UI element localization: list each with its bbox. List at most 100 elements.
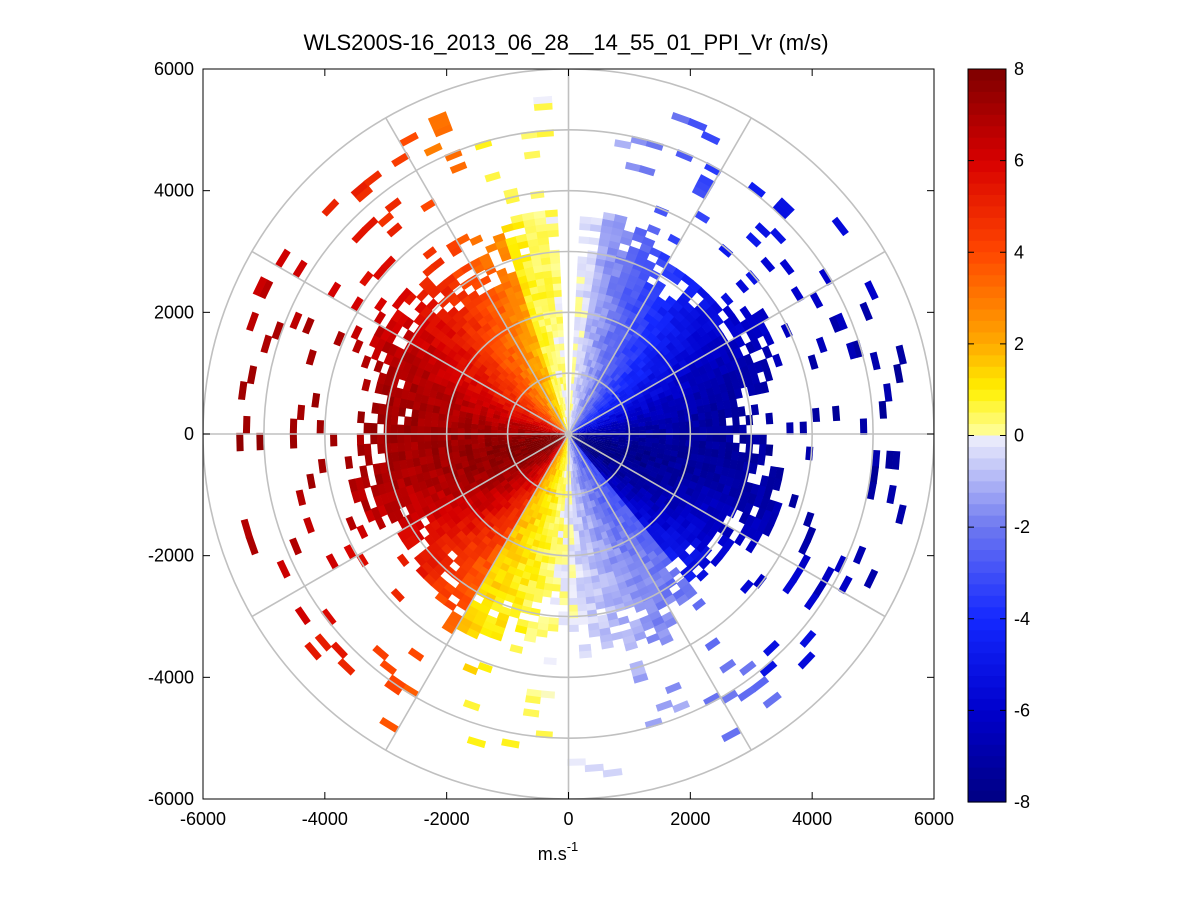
velocity-cell: [690, 537, 702, 550]
velocity-cell: [363, 443, 372, 456]
velocity-cell: [699, 389, 709, 399]
velocity-cell: [650, 415, 659, 422]
velocity-cell: [716, 345, 728, 357]
velocity-cell: [578, 437, 586, 441]
velocity-cell: [535, 402, 543, 410]
velocity-cell: [614, 501, 623, 511]
velocity-cell: [569, 423, 572, 431]
velocity-cell: [893, 363, 904, 384]
velocity-cell: [542, 478, 548, 487]
velocity-cell: [554, 413, 560, 421]
velocity-cell: [600, 364, 608, 374]
velocity-cell: [458, 473, 468, 482]
velocity-cell: [527, 447, 535, 452]
velocity-cell: [544, 431, 552, 434]
velocity-cell: [513, 413, 522, 419]
velocity-cell: [701, 333, 713, 346]
velocity-cell: [631, 232, 646, 244]
velocity-cell: [576, 510, 582, 518]
velocity-cell: [535, 223, 548, 233]
velocity-cell: [492, 380, 501, 389]
velocity-cell: [350, 325, 363, 340]
velocity-cell: [598, 408, 606, 414]
velocity-cell: [735, 279, 750, 294]
velocity-cell: [474, 609, 488, 622]
velocity-cell: [518, 555, 529, 566]
velocity-cell: [538, 451, 545, 458]
velocity-cell: [389, 355, 401, 368]
colorbar-swatch: [968, 515, 1006, 528]
velocity-cell: [507, 496, 516, 505]
velocity-cell: [691, 413, 700, 422]
velocity-cell: [568, 504, 573, 512]
velocity-cell: [572, 450, 576, 458]
velocity-cell: [692, 434, 700, 442]
velocity-cell: [718, 383, 728, 394]
velocity-cell: [578, 236, 590, 245]
velocity-cell: [542, 406, 549, 413]
velocity-cell: [485, 416, 493, 422]
velocity-cell: [512, 446, 521, 452]
velocity-cell: [651, 593, 665, 605]
velocity-cell: [650, 377, 660, 386]
velocity-cell: [548, 419, 555, 425]
velocity-cell: [571, 410, 574, 418]
velocity-cell: [497, 372, 507, 382]
velocity-cell: [538, 461, 546, 469]
velocity-cell: [511, 360, 520, 369]
velocity-cell: [603, 374, 611, 383]
velocity-cell: [473, 386, 482, 395]
velocity-cell: [417, 409, 426, 419]
velocity-cell: [544, 283, 554, 292]
velocity-cell: [566, 423, 568, 431]
velocity-cell: [511, 491, 520, 500]
velocity-cell: [661, 401, 670, 410]
velocity-cell: [701, 534, 713, 547]
velocity-cell: [401, 537, 414, 551]
velocity-cell: [607, 397, 616, 405]
velocity-cell: [611, 479, 619, 487]
velocity-cell: [538, 437, 546, 441]
velocity-cell: [537, 450, 544, 456]
velocity-cell: [605, 406, 613, 413]
velocity-cell: [560, 450, 565, 458]
velocity-cell: [457, 422, 465, 429]
velocity-cell: [370, 506, 382, 520]
velocity-cell: [526, 620, 539, 630]
velocity-cell: [546, 563, 555, 572]
velocity-cell: [470, 577, 483, 589]
velocity-cell: [594, 264, 605, 274]
velocity-cell: [629, 361, 638, 371]
velocity-cell: [551, 434, 559, 436]
velocity-cell: [556, 503, 562, 512]
velocity-cell: [575, 303, 583, 311]
velocity-cell: [705, 387, 715, 398]
velocity-cell: [467, 566, 479, 578]
velocity-cell: [625, 358, 635, 367]
velocity-cell: [579, 222, 592, 231]
velocity-cell: [605, 483, 614, 492]
velocity-cell: [383, 442, 392, 454]
velocity-cell: [739, 434, 747, 444]
velocity-cell: [551, 530, 559, 538]
velocity-cell: [370, 422, 378, 434]
velocity-cell: [592, 451, 599, 458]
velocity-cell: [578, 643, 592, 652]
velocity-cell: [516, 562, 526, 572]
velocity-cell: [657, 448, 666, 455]
velocity-cell: [418, 376, 428, 388]
velocity-cell: [565, 444, 568, 452]
velocity-cell: [420, 394, 430, 405]
velocity-cell: [717, 409, 726, 419]
velocity-cell: [530, 463, 538, 470]
velocity-cell: [559, 376, 564, 385]
velocity-cell: [481, 384, 491, 393]
velocity-cell: [478, 626, 493, 638]
velocity-cell: [595, 417, 603, 422]
velocity-cell: [548, 337, 555, 346]
velocity-cell: [562, 531, 569, 539]
velocity-cell: [588, 397, 595, 405]
velocity-cell: [554, 557, 562, 565]
velocity-cell: [551, 432, 559, 434]
velocity-cell: [481, 620, 496, 632]
